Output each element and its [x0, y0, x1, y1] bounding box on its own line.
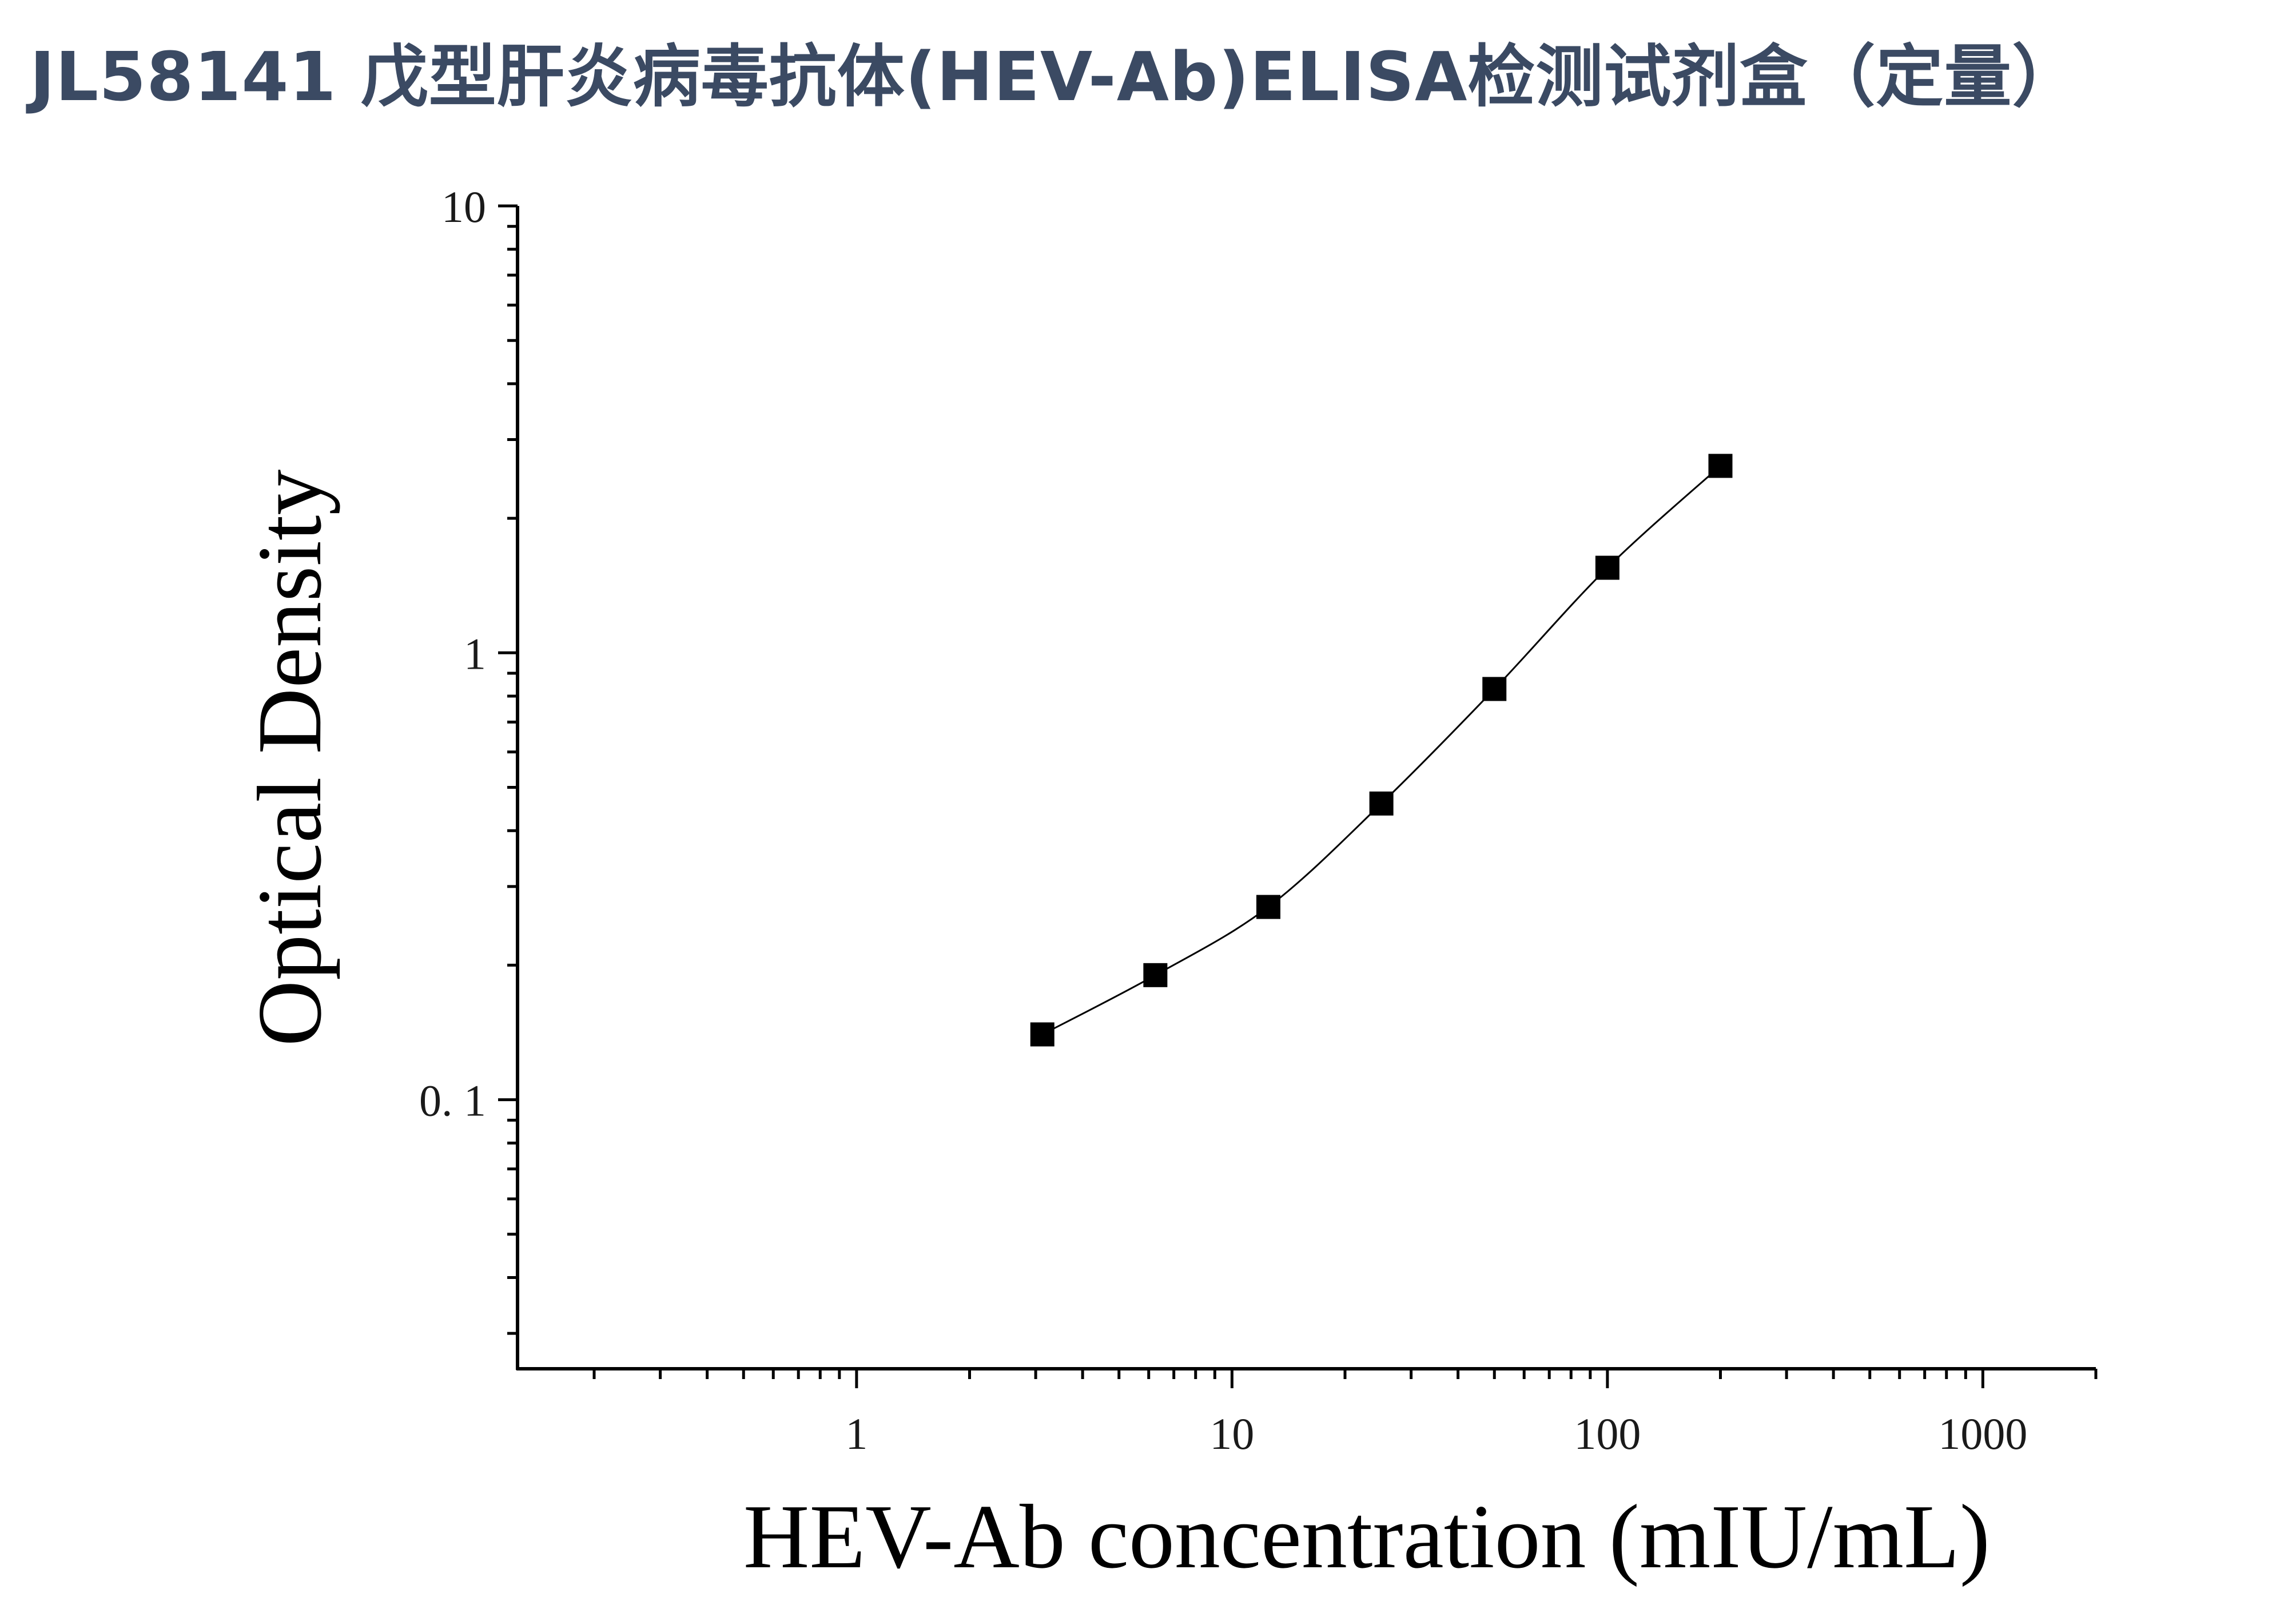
data-point [1256, 895, 1280, 919]
x-tick-label: 100 [1574, 1409, 1641, 1459]
data-point [1030, 1022, 1055, 1047]
page-title: JL58141 戊型肝炎病毒抗体(HEV-Ab)ELISA检测试剂盒（定量） [30, 37, 2080, 116]
x-tick-label: 10 [1209, 1409, 1254, 1459]
data-point [1369, 791, 1394, 816]
data-point [1482, 677, 1507, 701]
data-point [1143, 963, 1168, 987]
x-tick-label: 1 [845, 1409, 868, 1459]
fit-curve [1042, 465, 1721, 1035]
y-tick-label: 1 [464, 629, 486, 678]
axes [516, 206, 2096, 1370]
y-axis-title: Optical Density [238, 470, 340, 1047]
ticks [498, 204, 2098, 1388]
x-axis-title: HEV-Ab concentration (mIU/mL) [743, 1485, 1990, 1587]
y-tick-label: 0. 1 [419, 1076, 486, 1126]
data-points [1030, 454, 1733, 1047]
data-point [1708, 454, 1733, 478]
y-tick-label: 10 [441, 182, 486, 232]
x-tick-label: 1000 [1938, 1409, 2027, 1459]
data-point [1595, 555, 1619, 580]
tick-labels: 1 10 100 1000 0. 1 1 10 [419, 182, 2027, 1459]
